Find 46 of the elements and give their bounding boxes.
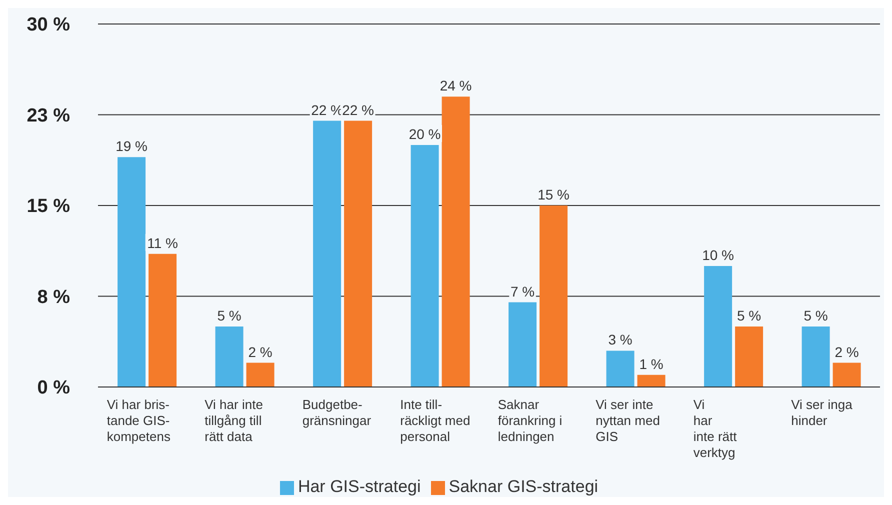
- data-label: 7 %: [510, 283, 535, 300]
- x-tick-label: Vi ser inga hinder: [791, 397, 854, 428]
- bar: [735, 326, 764, 387]
- y-tick-label: 30 %: [26, 14, 70, 36]
- data-label: 5 %: [736, 308, 762, 324]
- data-label: 3 %: [608, 332, 632, 348]
- data-label: 24 %: [440, 78, 472, 94]
- x-tick-label: Vi har bris- tande GIS- kompetens: [106, 397, 171, 444]
- data-label: 5 %: [804, 308, 828, 324]
- x-tick-label: Saknar förankring i ledningen: [498, 397, 562, 444]
- bar: [344, 120, 372, 387]
- x-tick-label: Vi har inte rätt verktyg: [693, 397, 738, 460]
- bar: [148, 254, 177, 387]
- bar: [442, 96, 470, 387]
- x-tick-label: Inte till- räckligt med personal: [400, 397, 470, 444]
- y-tick-label: 8 %: [37, 286, 70, 308]
- bar: [802, 326, 830, 387]
- bar: [246, 362, 274, 387]
- bar: [215, 326, 244, 387]
- legend-label: Saknar GIS-strategi: [448, 477, 598, 496]
- x-tick-label: Budgetbe- gränsningar: [302, 397, 372, 428]
- bar: [118, 157, 146, 387]
- legend-label: Har GIS-strategi: [298, 477, 421, 496]
- data-label: 19 %: [116, 138, 148, 154]
- data-label: 20 %: [408, 126, 441, 142]
- bar: [637, 374, 666, 387]
- data-label: 1 %: [639, 356, 664, 372]
- data-label: 2 %: [248, 344, 272, 360]
- bar: [410, 145, 439, 387]
- bar: [313, 120, 342, 387]
- data-label: 5 %: [217, 308, 242, 324]
- y-tick-label: 15 %: [26, 196, 70, 218]
- bar: [508, 302, 537, 387]
- data-label: 10 %: [702, 247, 734, 263]
- data-label: 11 %: [147, 234, 178, 251]
- bar: [540, 206, 568, 387]
- data-label: 22 %: [342, 102, 374, 118]
- data-label: 2 %: [834, 344, 859, 360]
- x-tick-label: Vi har inte tillgång till rätt data: [204, 397, 263, 444]
- y-tick-label: 23 %: [26, 105, 70, 126]
- bar: [606, 350, 634, 387]
- bar: [832, 362, 861, 387]
- x-tick-label: Vi ser inte nyttan med GIS: [596, 397, 660, 444]
- y-tick-label: 0 %: [37, 378, 70, 399]
- bar: [704, 266, 732, 387]
- data-label: 15 %: [538, 186, 570, 202]
